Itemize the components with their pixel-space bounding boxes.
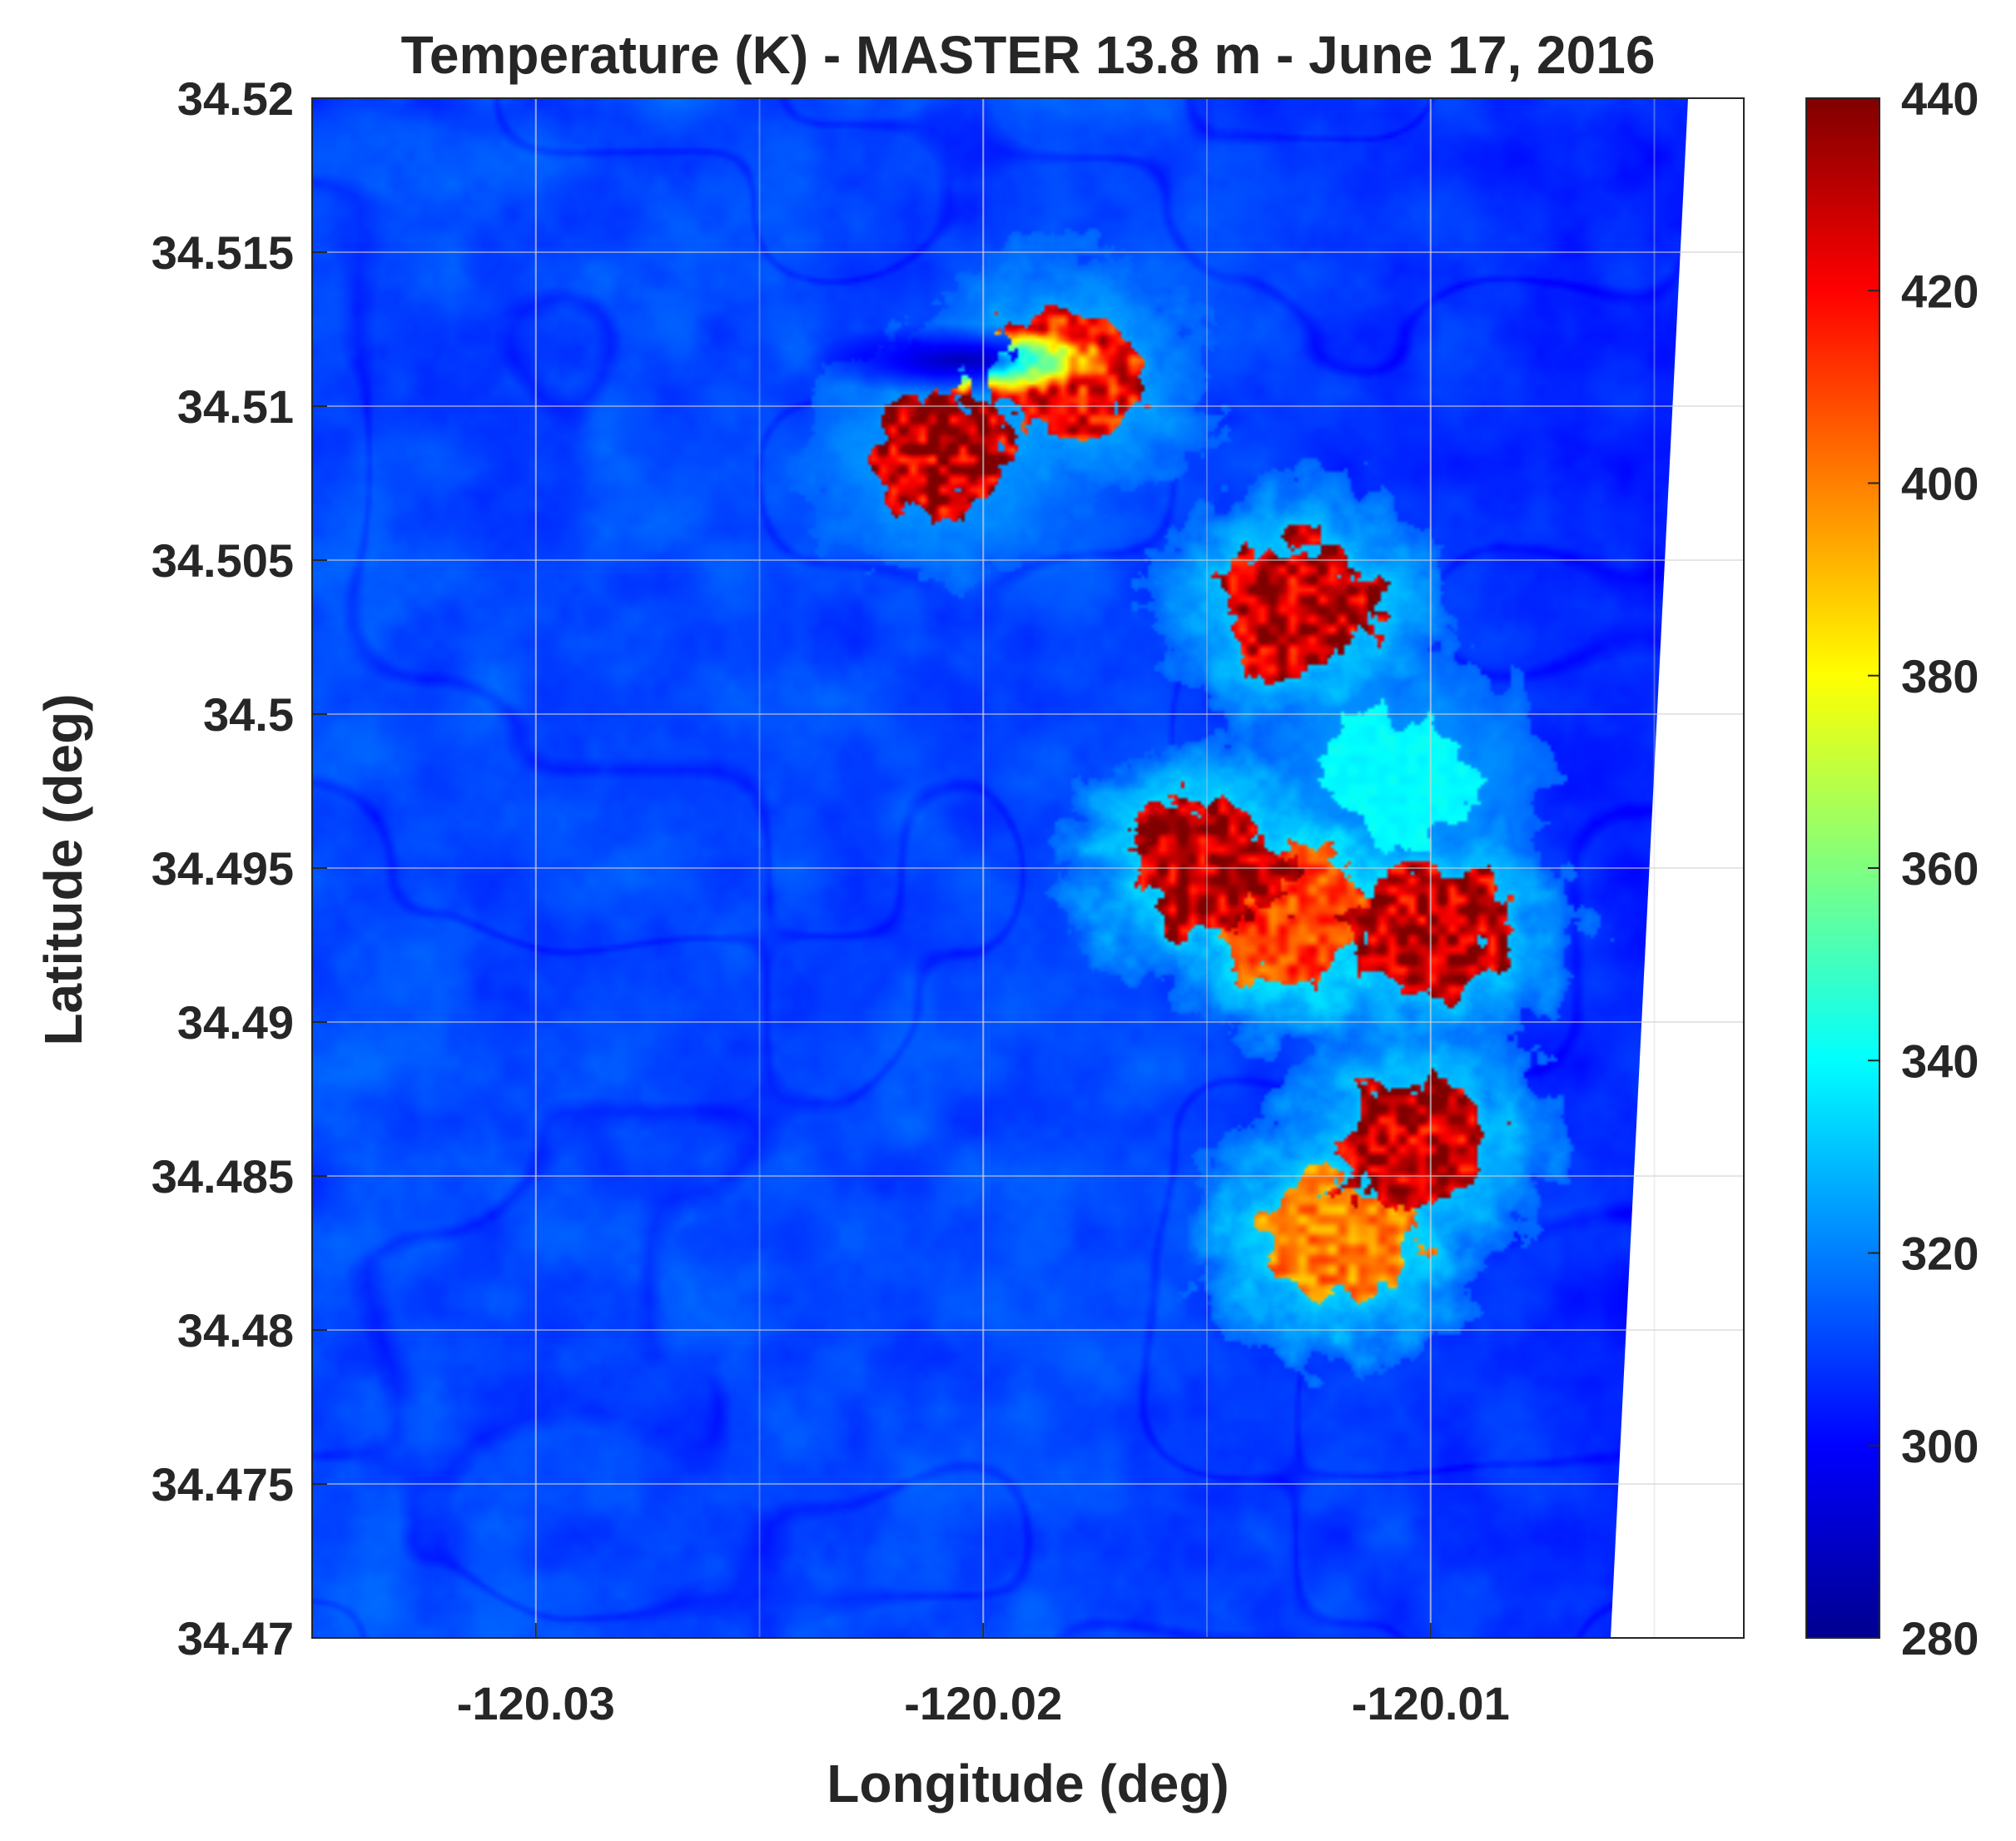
colorbar-tick-label: 280 — [1901, 1612, 1979, 1665]
y-tick-label: 34.52 — [177, 72, 294, 125]
colorbar-ticks: 280 300 320 340 360 380 400 420 440 — [1868, 72, 1979, 1665]
colorbar-tick-label: 440 — [1901, 72, 1979, 125]
y-axis-label: Latitude (deg) — [33, 693, 93, 1045]
y-tick-label: 34.5 — [203, 688, 294, 741]
colorbar-tick-label: 400 — [1901, 458, 1979, 510]
y-tick-label: 34.49 — [177, 996, 294, 1049]
x-tick-label: -120.01 — [1352, 1677, 1510, 1729]
x-tick-label: -120.02 — [904, 1677, 1062, 1729]
colorbar-tick-label: 380 — [1901, 650, 1979, 702]
y-tick-label: 34.48 — [177, 1304, 294, 1357]
plot-area — [312, 98, 1744, 1638]
y-tick-label: 34.51 — [177, 380, 294, 433]
colorbar-tick-label: 320 — [1901, 1228, 1979, 1280]
y-tick-label: 34.495 — [151, 842, 294, 895]
colorbar-tick-label: 360 — [1901, 842, 1979, 895]
colorbar — [1805, 97, 1880, 1639]
colorbar-tick-label: 420 — [1901, 265, 1979, 317]
chart-title: Temperature (K) - MASTER 13.8 m - June 1… — [401, 25, 1656, 85]
y-axis: 34.47 34.475 34.48 34.485 34.49 34.495 34.5 34.… — [151, 72, 327, 1665]
y-tick-label: 34.485 — [151, 1150, 294, 1203]
colorbar-tick-label: 340 — [1901, 1035, 1979, 1087]
y-tick-label: 34.515 — [151, 226, 294, 279]
x-tick-label: -120.03 — [457, 1677, 615, 1729]
y-tick-label: 34.47 — [177, 1612, 294, 1665]
x-axis-label: Longitude (deg) — [827, 1754, 1229, 1814]
y-tick-label: 34.505 — [151, 534, 294, 587]
x-axis: -120.03 -120.02 -120.01 — [457, 1623, 1510, 1729]
grid-lines — [312, 98, 1744, 1638]
colorbar-tick-label: 300 — [1901, 1420, 1979, 1472]
y-tick-label: 34.475 — [151, 1458, 294, 1511]
